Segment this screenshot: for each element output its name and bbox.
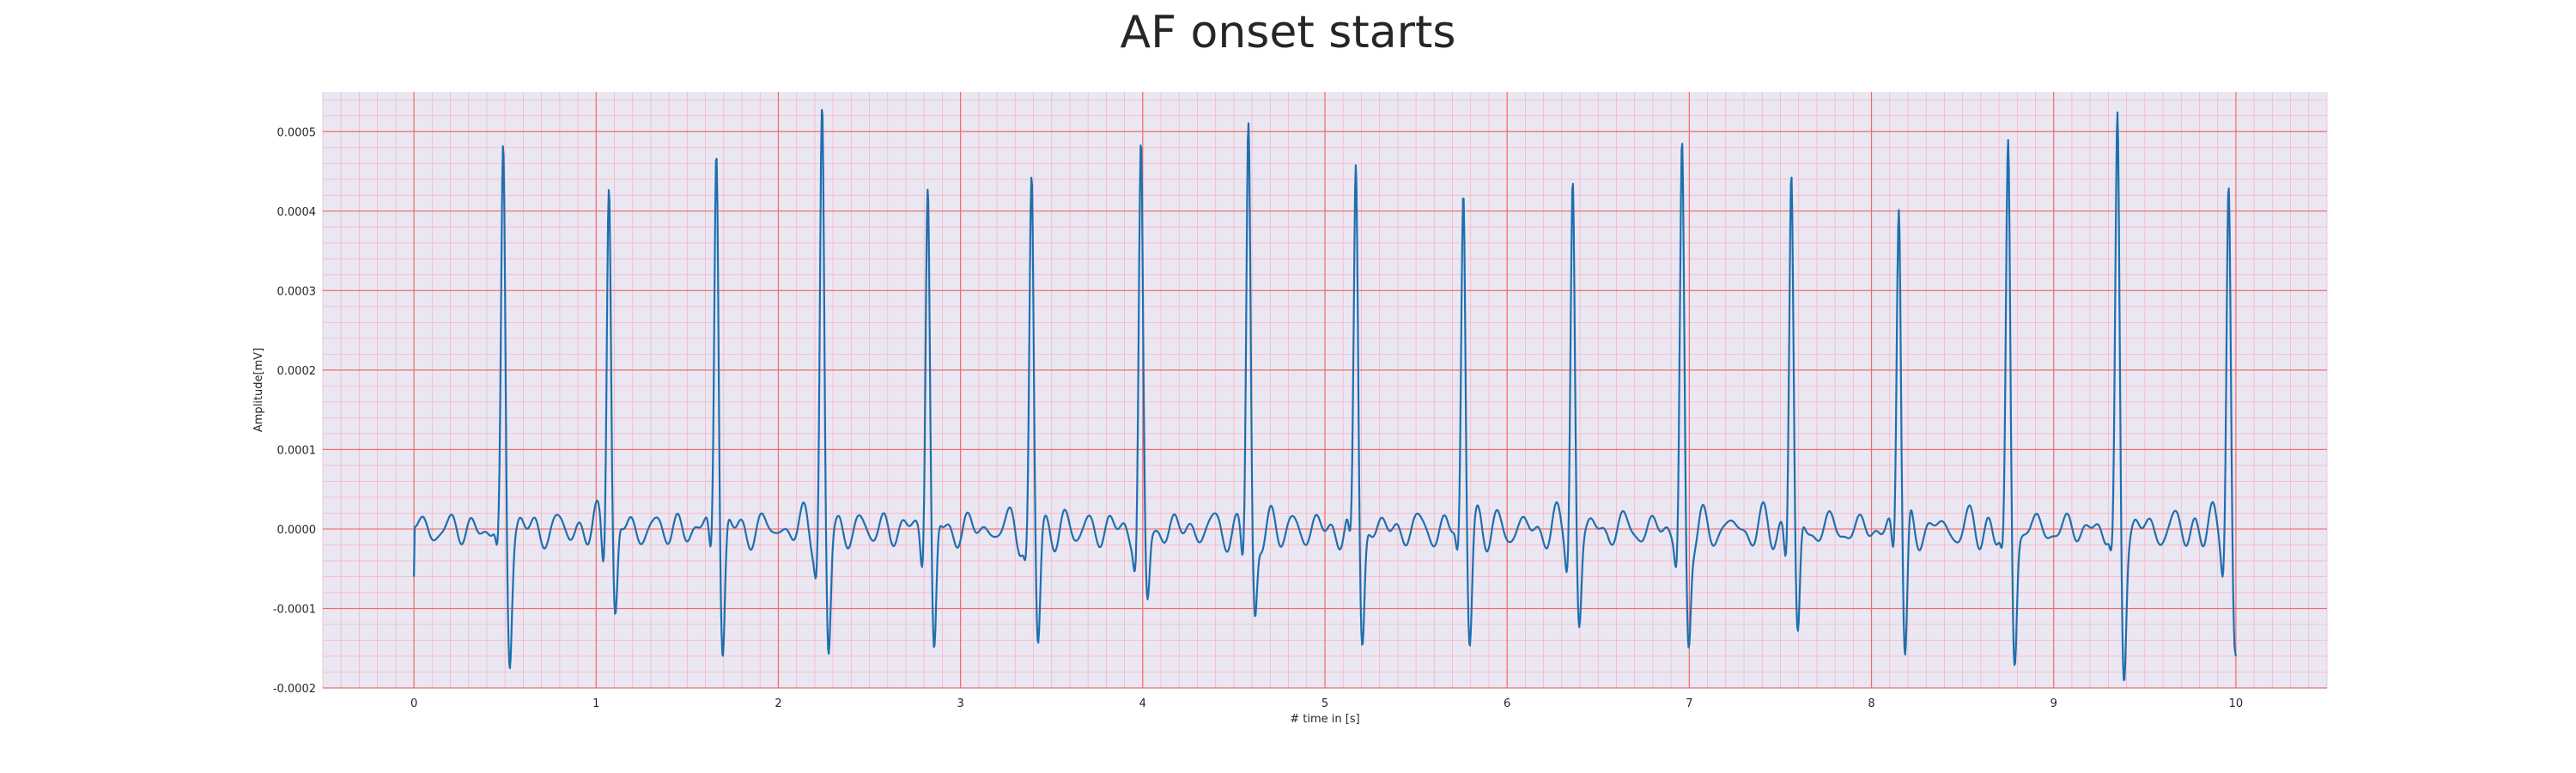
x-tick-label: 9 — [2050, 697, 2057, 710]
x-tick-label: 0 — [410, 697, 417, 710]
y-tick-label: 0.0003 — [277, 285, 317, 298]
x-tick-label: 2 — [775, 697, 781, 710]
y-axis-label: Amplitude[mV] — [252, 348, 265, 432]
y-tick-label: 0.0001 — [277, 444, 317, 457]
y-tick-label: 0.0000 — [277, 524, 317, 537]
x-tick-label: 10 — [2229, 697, 2244, 710]
y-tick-label: -0.0001 — [273, 603, 316, 616]
x-tick-label: 1 — [592, 697, 599, 710]
y-tick-labels: -0.0002 -0.0001 0.0000 0.0001 0.0002 0.0003 0.… — [273, 126, 316, 696]
x-tick-label: 8 — [1868, 697, 1874, 710]
y-tick-label: 0.0004 — [277, 206, 317, 219]
x-axis-label: # time in [s] — [1290, 713, 1359, 726]
x-tick-label: 5 — [1321, 697, 1328, 710]
x-tick-label: 3 — [957, 697, 963, 710]
chart-title: AF onset starts — [1120, 7, 1456, 58]
x-tick-labels: 0 1 2 3 4 5 6 7 8 9 10 — [410, 697, 2243, 710]
y-tick-label: -0.0002 — [273, 683, 316, 696]
y-tick-label: 0.0002 — [277, 365, 317, 378]
x-tick-label: 7 — [1686, 697, 1692, 710]
y-tick-label: 0.0005 — [277, 126, 317, 139]
x-tick-label: 6 — [1504, 697, 1510, 710]
x-tick-label: 4 — [1139, 697, 1146, 710]
ecg-series-line — [413, 108, 2237, 682]
